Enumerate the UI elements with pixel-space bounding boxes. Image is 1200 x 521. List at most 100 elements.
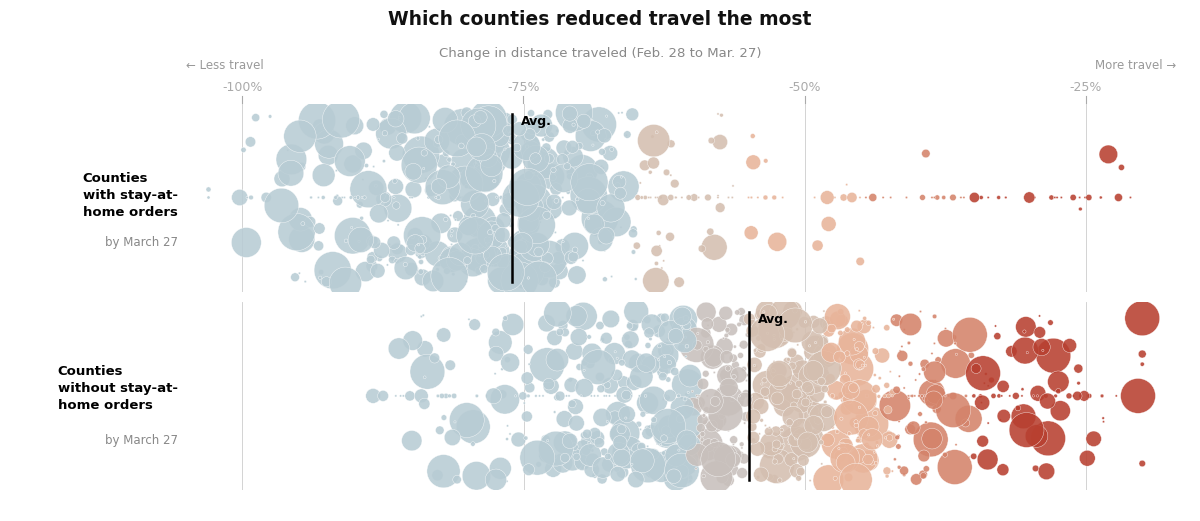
Point — [1015, 327, 1034, 336]
Point — [517, 131, 536, 139]
Point — [656, 168, 676, 177]
Point — [786, 321, 805, 330]
Point — [442, 240, 461, 249]
Point — [947, 350, 966, 358]
Point — [437, 392, 456, 400]
Point — [382, 129, 401, 138]
Point — [493, 225, 512, 233]
Point — [943, 392, 962, 400]
Point — [445, 231, 464, 239]
Point — [534, 135, 553, 144]
Point — [614, 182, 634, 191]
Point — [617, 455, 636, 463]
Point — [617, 456, 636, 465]
Point — [868, 438, 887, 446]
Point — [659, 375, 678, 383]
Point — [877, 467, 896, 475]
Point — [655, 319, 674, 327]
Point — [660, 391, 679, 400]
Point — [746, 330, 766, 339]
Point — [479, 154, 498, 162]
Point — [661, 193, 680, 202]
Point — [367, 183, 386, 192]
Point — [532, 214, 551, 222]
Point — [850, 360, 869, 368]
Point — [982, 376, 1001, 384]
Point — [652, 463, 671, 472]
Point — [696, 419, 715, 427]
Point — [278, 146, 298, 154]
Point — [856, 314, 875, 322]
Point — [818, 476, 838, 485]
Point — [742, 328, 761, 336]
Point — [815, 307, 834, 315]
Point — [847, 345, 866, 353]
Point — [534, 159, 553, 167]
Point — [956, 419, 976, 427]
Point — [378, 260, 397, 269]
Point — [661, 336, 680, 344]
Point — [800, 387, 820, 395]
Point — [608, 410, 628, 418]
Point — [787, 357, 806, 366]
Point — [425, 354, 444, 362]
Point — [679, 193, 698, 202]
Point — [492, 392, 511, 400]
Point — [527, 155, 546, 163]
Point — [660, 422, 679, 430]
Point — [446, 216, 466, 224]
Point — [641, 335, 660, 343]
Point — [724, 440, 743, 449]
Point — [658, 335, 677, 343]
Point — [424, 277, 443, 285]
Point — [760, 424, 779, 432]
Point — [504, 122, 523, 130]
Point — [470, 252, 490, 260]
Point — [617, 333, 636, 341]
Point — [768, 238, 787, 246]
Point — [839, 473, 858, 481]
Point — [301, 218, 320, 226]
Point — [529, 257, 548, 265]
Point — [632, 193, 652, 202]
Point — [834, 447, 853, 455]
Point — [553, 459, 572, 467]
Point — [556, 438, 575, 446]
Point — [822, 325, 841, 333]
Point — [713, 474, 732, 482]
Point — [518, 274, 538, 282]
Point — [712, 441, 731, 450]
Point — [326, 193, 346, 202]
Point — [748, 444, 767, 453]
Point — [404, 185, 424, 194]
Point — [466, 244, 485, 252]
Point — [769, 367, 788, 375]
Point — [403, 233, 422, 241]
Point — [442, 252, 461, 260]
Point — [856, 396, 875, 405]
Point — [434, 414, 454, 422]
Point — [851, 361, 870, 369]
Point — [467, 263, 486, 271]
Point — [512, 279, 532, 287]
Point — [773, 441, 792, 450]
Point — [416, 174, 436, 182]
Point — [865, 448, 884, 456]
Point — [1099, 150, 1118, 158]
Point — [737, 377, 756, 385]
Point — [763, 367, 782, 375]
Point — [575, 366, 594, 375]
Point — [628, 242, 647, 250]
Point — [744, 158, 763, 166]
Point — [386, 201, 406, 209]
Point — [443, 433, 462, 442]
Point — [611, 438, 630, 446]
Point — [605, 414, 624, 422]
Point — [290, 215, 310, 224]
Point — [788, 341, 808, 349]
Point — [493, 231, 512, 239]
Point — [796, 438, 815, 446]
Point — [923, 435, 942, 443]
Point — [731, 351, 750, 359]
Point — [1013, 392, 1032, 400]
